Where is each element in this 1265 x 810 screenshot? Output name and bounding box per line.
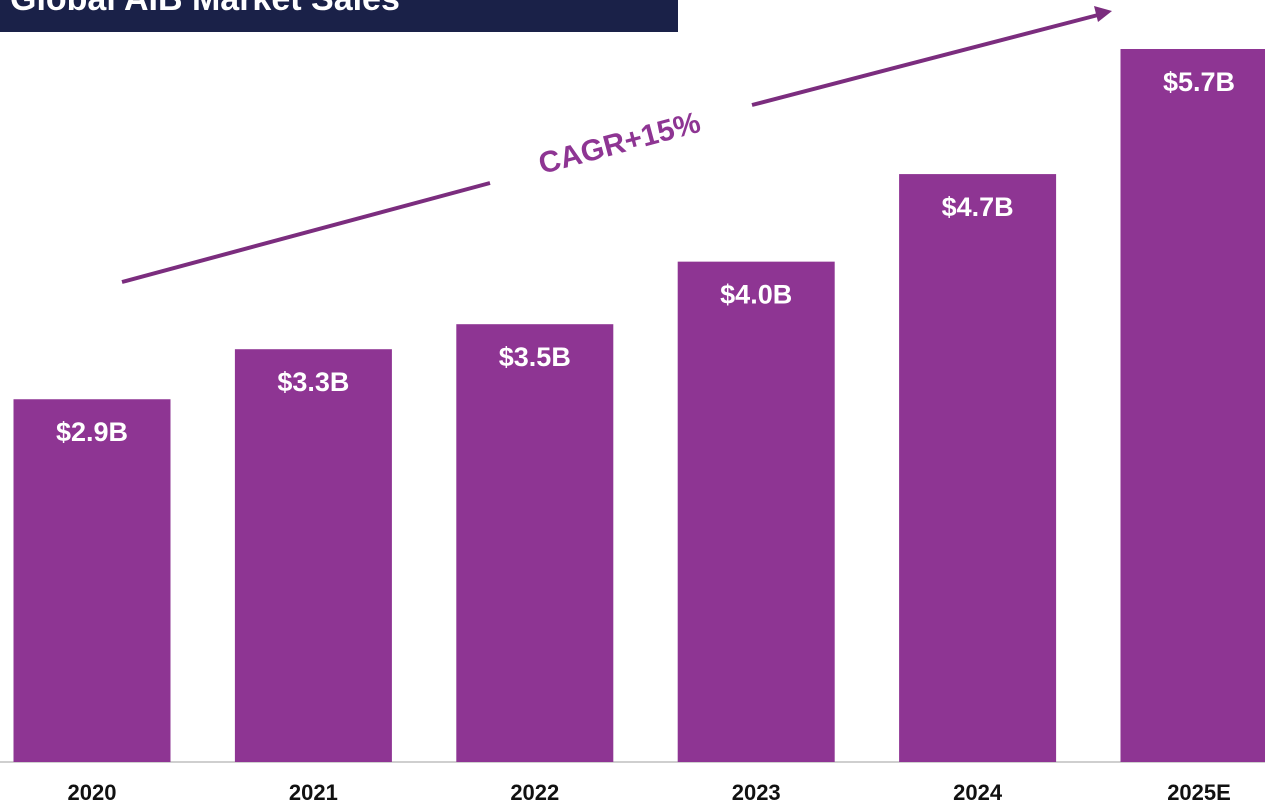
bar: [1120, 49, 1265, 762]
title-box: [0, 0, 678, 32]
x-tick-label: 2022: [510, 780, 559, 805]
x-tick-label: 2024: [953, 780, 1003, 805]
bar: [899, 174, 1057, 763]
arrow-head: [1094, 6, 1112, 22]
cagr-annotation: CAGR+15%: [535, 106, 704, 181]
value-label: $5.7B: [1163, 67, 1235, 97]
bar: [234, 349, 392, 762]
cagr-arrow: [121, 13, 1099, 284]
x-tick-label: 2025E: [1167, 780, 1231, 805]
value-label: $4.7B: [942, 192, 1014, 222]
x-tick-label: 2020: [68, 780, 117, 805]
value-label: $2.9B: [56, 417, 128, 447]
value-label: $3.3B: [277, 367, 349, 397]
value-label: $4.0B: [720, 280, 792, 310]
x-tick-label: 2023: [732, 780, 781, 805]
chart-title: Global AIB Market Sales: [10, 0, 400, 18]
x-tick-label: 2021: [289, 780, 338, 805]
value-label: $3.5B: [499, 342, 571, 372]
bar: [677, 261, 835, 762]
bar: [13, 399, 171, 762]
bar: [456, 324, 614, 762]
